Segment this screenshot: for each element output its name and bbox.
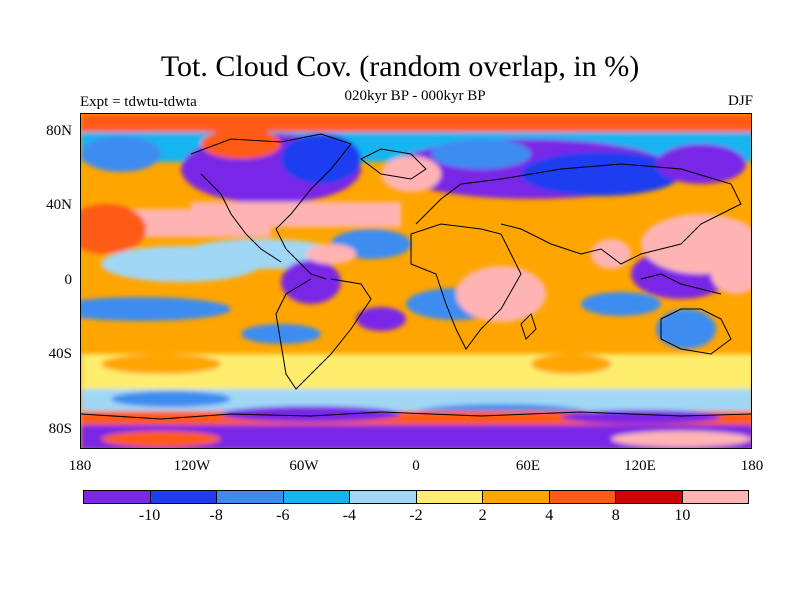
colorbar — [83, 490, 749, 504]
season-label: DJF — [727, 93, 753, 109]
colorbar-box — [350, 491, 417, 503]
lon-tick: 180 — [740, 458, 764, 474]
colorbar-label: 8 — [611, 507, 620, 524]
lon-tick: 60W — [289, 458, 319, 474]
colorbar-box — [150, 491, 217, 503]
colorbar-box — [283, 491, 350, 503]
lat-tick: 40S — [48, 346, 72, 362]
contour-fill — [81, 114, 751, 448]
lon-tick: 0 — [412, 458, 420, 474]
lon-tick: 60E — [515, 458, 541, 474]
lon-tick: 120E — [624, 458, 656, 474]
colorbar-box — [682, 491, 748, 503]
colorbar-box — [549, 491, 616, 503]
coastlines — [81, 133, 751, 420]
colorbar-label: -8 — [209, 507, 223, 524]
colorbar-label: -2 — [409, 507, 423, 524]
map-panel — [80, 113, 752, 449]
plot-subtitle: 020kyr BP - 000kyr BP — [344, 88, 486, 104]
contour-map — [81, 114, 751, 448]
colorbar-label: -4 — [342, 507, 357, 524]
plot-title: Tot. Cloud Cov. (random overlap, in %) — [160, 50, 640, 83]
lat-tick: 0 — [64, 272, 73, 288]
colorbar-label: -10 — [138, 507, 161, 524]
colorbar-box — [217, 491, 284, 503]
colorbar-box — [616, 491, 683, 503]
colorbar-label: 2 — [478, 507, 487, 524]
colorbar-label: 4 — [545, 507, 554, 524]
colorbar-box — [483, 491, 550, 503]
colorbar-box — [84, 491, 151, 503]
lat-tick: 80N — [46, 123, 72, 139]
lat-tick: 40N — [46, 197, 72, 213]
colorbar-label: 10 — [674, 507, 691, 524]
colorbar-label: -6 — [276, 507, 290, 524]
lon-tick: 120W — [173, 458, 211, 474]
colorbar-box — [416, 491, 483, 503]
lat-tick: 80S — [48, 421, 72, 437]
experiment-label: Expt = tdwtu-tdwta — [80, 94, 197, 110]
lon-tick: 180 — [68, 458, 92, 474]
